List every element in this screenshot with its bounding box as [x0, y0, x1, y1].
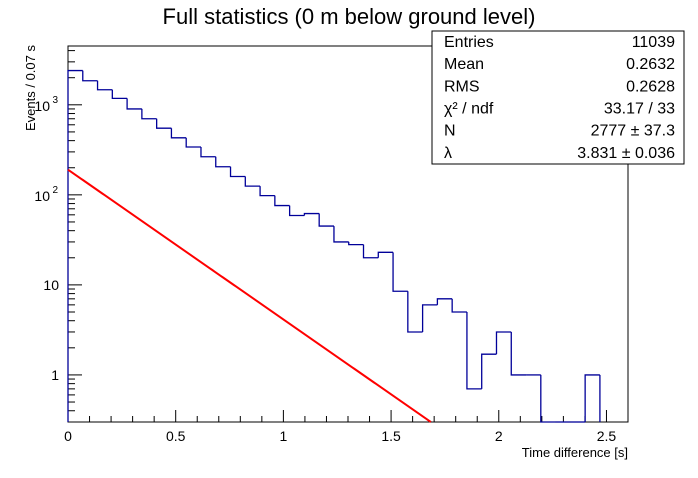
y-tick-exponent: 2: [52, 185, 58, 196]
y-tick-label: 10: [34, 98, 50, 114]
y-tick-label: 10: [34, 188, 50, 204]
histogram-series: [67, 69, 601, 423]
histogram-bin: [436, 298, 453, 305]
stats-value: 0.2632: [626, 56, 675, 73]
stats-key: Entries: [444, 34, 494, 51]
histogram-bin: [451, 298, 467, 313]
fit-curve: [67, 168, 432, 423]
histogram-bin: [495, 331, 512, 355]
x-tick-label: 2.5: [597, 428, 617, 444]
x-tick-label: 1.5: [381, 428, 401, 444]
stats-key: RMS: [444, 78, 480, 95]
histogram-bin: [421, 304, 438, 332]
histogram-bin: [244, 176, 261, 187]
x-tick-label: 2: [495, 428, 503, 444]
x-axis-label: Time difference [s]: [522, 445, 628, 460]
y-tick-label: 1: [51, 367, 59, 383]
chart-title: Full statistics (0 m below ground level): [163, 4, 536, 29]
stats-value: 3.831 ± 0.036: [577, 145, 675, 162]
stats-key: λ: [444, 145, 452, 162]
histogram-bin: [111, 89, 128, 99]
stats-box-border: [431, 30, 685, 165]
stats-value: 2777 ± 37.3: [591, 123, 676, 140]
histogram-bin: [510, 331, 527, 376]
histogram-bin: [259, 186, 275, 197]
histogram-bin: [466, 311, 482, 390]
histogram-bin: [170, 128, 187, 139]
histogram-bin: [200, 146, 216, 158]
fit-curve-series: [67, 168, 432, 423]
histogram-bin: [215, 156, 231, 168]
histogram-bin: [392, 252, 408, 292]
histogram-bin: [82, 70, 98, 82]
y-tick-label: 10: [43, 277, 59, 293]
histogram-bin: [67, 69, 83, 422]
histogram-bin: [126, 98, 142, 110]
stats-value: 33.17 / 33: [604, 100, 675, 117]
histogram-bin: [156, 118, 172, 129]
stats-key: N: [444, 123, 456, 140]
y-axis-label: Events / 0.07 s: [23, 45, 38, 131]
histogram-bin: [584, 374, 600, 422]
histogram-bin: [481, 353, 497, 389]
histogram-bin: [362, 244, 379, 259]
histogram-bin: [333, 226, 349, 243]
stats-key: Mean: [444, 56, 484, 73]
x-tick-label: 0: [64, 428, 72, 444]
histogram-bin: [274, 195, 290, 207]
y-tick-exponent: 3: [52, 95, 58, 106]
stats-box: Entries 11039 Mean 0.2632 RMS 0.2628 χ² / ndf 3…: [431, 30, 685, 165]
x-tick-label: 0.5: [166, 428, 186, 444]
histogram-bin: [96, 80, 113, 91]
stats-value: 0.2628: [626, 78, 675, 95]
histogram-bin: [303, 212, 320, 216]
histogram-bin: [288, 205, 305, 217]
histogram-bin: [348, 241, 364, 246]
histogram-bin: [141, 108, 157, 120]
histogram-bin: [407, 291, 423, 333]
stats-value: 11039: [632, 34, 675, 51]
x-tick-label: 1: [279, 428, 287, 444]
histogram-bin: [185, 137, 201, 148]
histogram-bin: [540, 374, 556, 423]
histogram-bin: [229, 166, 246, 178]
histogram-bin: [377, 251, 394, 258]
stats-key: χ² / ndf: [444, 100, 494, 117]
histogram-bin: [318, 213, 334, 227]
